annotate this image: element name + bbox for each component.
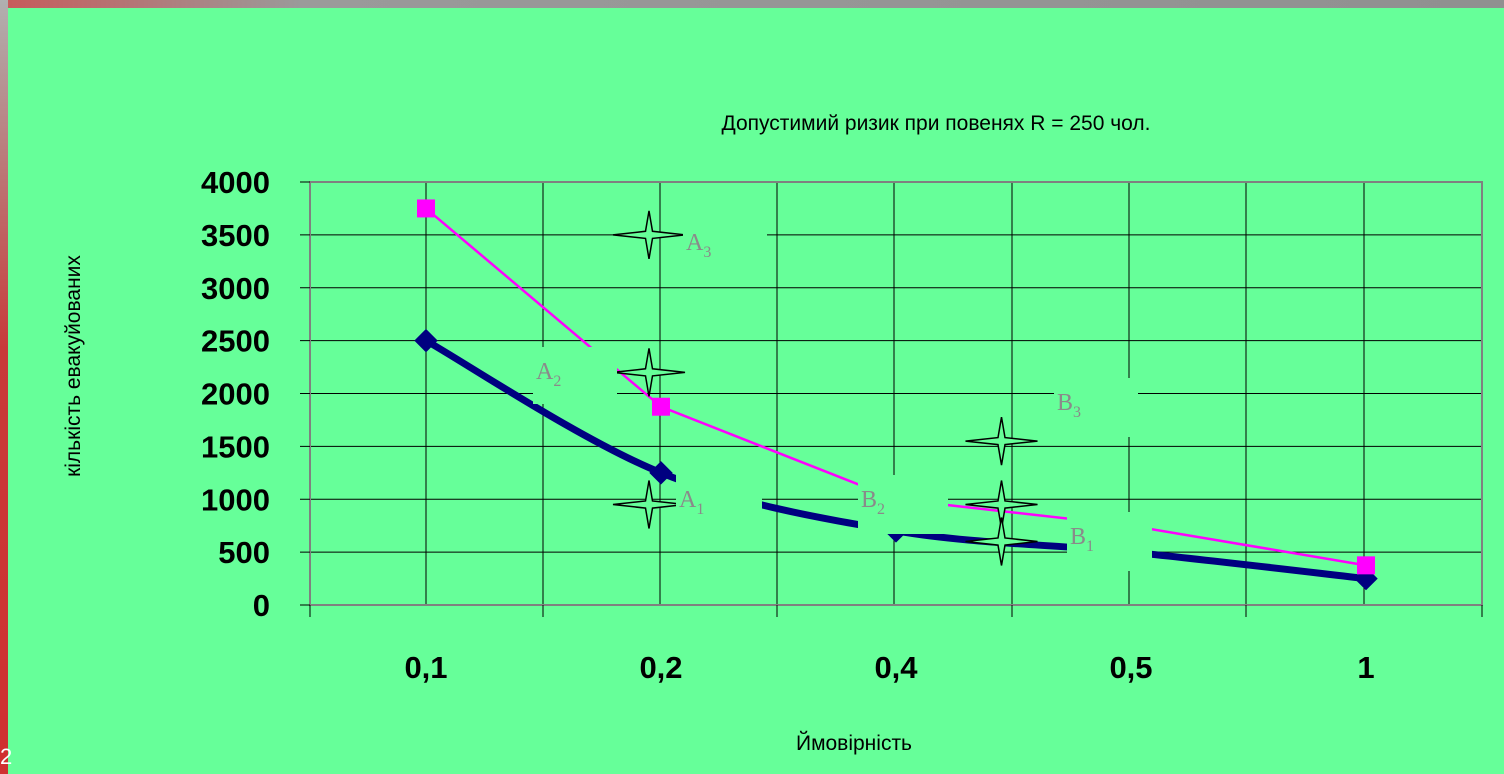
y-tick-label: 2500 [201,324,270,359]
annotation-label-b2: B2 [858,475,948,534]
y-tick-label: 3500 [201,218,270,253]
annotation-box [676,475,762,534]
y-tick-label: 1000 [201,482,270,517]
x-tick-label: 0,2 [639,650,682,685]
x-tick-label: 0,5 [1109,650,1152,685]
star-marker [612,210,686,260]
x-tick-label: 1 [1357,650,1374,685]
flood-risk-chart: Допустимий ризик при повенях R = 250 чол… [62,112,1483,755]
star-marker [965,517,1038,566]
y-tick-label: 1500 [201,429,270,464]
series-point-diamond [414,328,438,353]
series-point-diamond [649,461,673,485]
annotation-box [533,347,617,404]
annotation-box [858,475,948,534]
y-tick-label: 0 [253,588,270,623]
annotation-label-a1: A1 [676,475,762,534]
annotation-label-a2: A2 [533,347,617,404]
star-marker [612,348,686,397]
y-tick-label: 2000 [201,377,270,412]
annotation-box [683,218,767,281]
y-axis-label: кількість евакуйованих [62,255,85,477]
annotation-label-b3: B3 [1054,378,1138,437]
chart-title: Допустимий ризик при повенях R = 250 чол… [722,112,1151,135]
series-point-square [1357,556,1375,575]
series-point-square [652,397,670,416]
series-point-square [417,199,435,218]
annotation-text: B1 [1070,524,1094,555]
annotation-text: B3 [1057,390,1081,421]
annotation-text: B2 [861,487,885,518]
annotation-box [1054,378,1138,437]
y-tick-label: 500 [218,535,270,570]
slide: Допустимий ризик при повенях R = 250 чол… [8,8,1504,774]
annotation-text: A2 [536,359,561,390]
left-border [0,0,8,774]
annotation-text: A3 [686,230,711,261]
annotation-label-a3: A3 [683,218,767,281]
y-tick-label: 3000 [201,271,270,306]
x-axis-label: Ймовірність [796,731,912,755]
star-marker [965,416,1038,466]
top-border [0,0,1504,8]
slide-number: 2 [0,744,13,769]
annotation-label-b1: B1 [1067,512,1152,571]
x-tick-label: 0,1 [404,650,447,685]
annotation-box [1067,512,1152,571]
star-marker [612,480,686,529]
annotation-text: A1 [679,487,704,518]
y-tick-label: 4000 [201,165,270,200]
x-tick-label: 0,4 [874,650,918,685]
